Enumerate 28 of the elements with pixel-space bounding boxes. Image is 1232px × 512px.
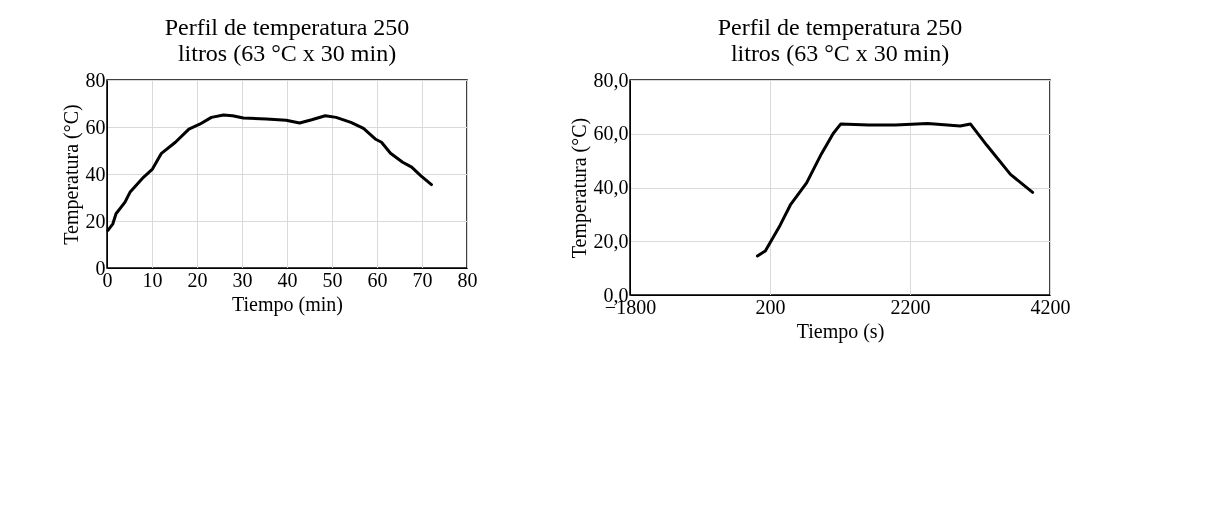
x-tick-label: 40 — [277, 268, 298, 291]
x-tick-label: 60 — [367, 268, 388, 291]
y-tick-label: 40 — [85, 162, 106, 185]
y-tick-label: 20,0 — [593, 229, 629, 252]
x-tick-label: 50 — [322, 268, 343, 291]
x-tick-label: 200 — [755, 295, 786, 318]
x-tick-label: 20 — [187, 268, 208, 291]
text: litros (63 °C x 30 min) — [730, 40, 950, 66]
x-tick-label: 30 — [232, 268, 253, 291]
line-series — [755, 122, 1035, 258]
x-axis-title: Tiempo (s) — [796, 319, 885, 343]
x-tick-label: 80 — [457, 268, 478, 291]
text: litros (63 °C x 30 min) — [177, 40, 397, 66]
y-tick-label: 60 — [85, 115, 106, 138]
y-tick-label: 80 — [85, 68, 106, 91]
y-tick-label: 80,0 — [593, 68, 629, 91]
y-axis-title: Temperatura (°C) — [567, 117, 591, 259]
text: Perfil de temperatura 250 — [164, 14, 410, 40]
y-tick-label: 20 — [85, 209, 106, 232]
x-tick-label: 4200 — [1030, 295, 1071, 318]
x-tick-label: 10 — [142, 268, 163, 291]
x-tick-label: 2200 — [890, 295, 931, 318]
y-tick-label: 60,0 — [593, 122, 629, 145]
y-tick-label: 40,0 — [593, 176, 629, 198]
y-axis-title: Temperatura (°C) — [59, 104, 83, 245]
x-axis-title: Tiempo (min) — [232, 292, 343, 316]
text: Perfil de temperatura 250 — [717, 14, 963, 40]
x-tick-label: 70 — [412, 268, 433, 291]
